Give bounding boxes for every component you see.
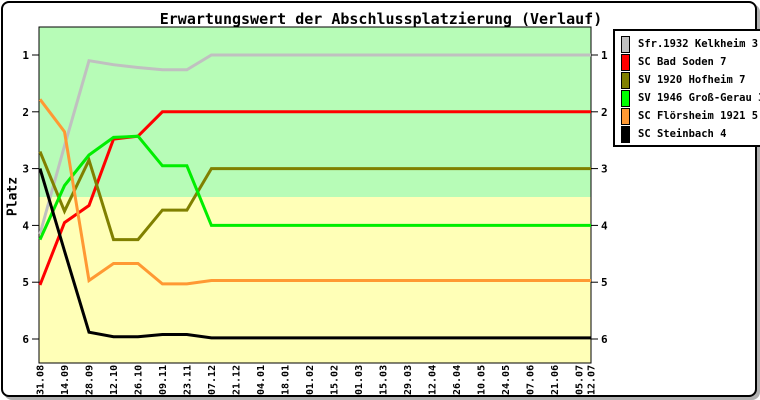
series-line-6 (38, 168, 591, 340)
x-tick-label: 07.06 (525, 365, 536, 395)
x-tick-label: 18.01 (280, 365, 291, 395)
legend-item-4: SV 1946 Groß-Gerau 3 (621, 89, 760, 107)
x-tick-label: 29.03 (403, 365, 414, 395)
y-tick-label-right: 2 (601, 106, 608, 119)
x-tick-label: 05.07 (574, 365, 585, 395)
series-line-1 (38, 53, 591, 235)
series-line-3 (38, 151, 591, 242)
x-tick-label: 26.10 (133, 365, 144, 395)
x-tick-label: 10.05 (476, 365, 487, 395)
y-tick-label-left: 1 (22, 49, 29, 62)
series-line-4 (38, 134, 591, 241)
legend-item-label: Sfr.1932 Kelkheim 3 (638, 38, 759, 50)
x-tick-label: 26.04 (452, 365, 463, 395)
x-tick-label: 04.01 (256, 365, 267, 395)
x-tick-label: 21.12 (231, 365, 242, 395)
y-tick-label-right: 5 (601, 276, 608, 289)
legend-swatch-icon (621, 35, 630, 53)
legend-swatch-icon (621, 89, 630, 107)
x-tick-label: 01.02 (305, 365, 316, 395)
y-tick-label-left: 6 (22, 333, 29, 346)
legend-item-5: SC Flörsheim 1921 5 (621, 107, 760, 125)
legend-item-label: SC Bad Soden 7 (638, 56, 727, 68)
x-tick-label: 12.10 (109, 365, 120, 395)
y-tick-label-right: 1 (601, 49, 608, 62)
plot-area: 1 1 2 2 3 3 4 4 5 5 6 6 31.08 14.09 28.09 12.10 26.10 09.… (22, 26, 608, 395)
legend-item-6: SC Steinbach 4 (621, 125, 760, 143)
x-tick-label: 15.03 (378, 365, 389, 395)
legend-swatch-icon (621, 107, 630, 125)
legend-item-2: SC Bad Soden 7 (621, 53, 760, 71)
legend-item-label: SV 1946 Groß-Gerau 3 (638, 92, 760, 104)
legend-item-3: SV 1920 Hofheim 7 (621, 71, 760, 89)
legend-item-label: SC Steinbach 4 (638, 128, 727, 140)
x-tick-label: 28.09 (84, 365, 95, 395)
y-tick-label-right: 6 (601, 333, 608, 346)
legend-swatch-icon (621, 125, 630, 143)
legend-box: Sfr.1932 Kelkheim 3 SC Bad Soden 7 SV 1920… (613, 29, 760, 147)
x-tick-label: 15.02 (329, 365, 340, 395)
x-tick-label: 21.06 (550, 365, 561, 395)
y-tick-label-left: 5 (22, 276, 29, 289)
x-tick-label: 12.04 (427, 365, 438, 395)
x-tick-label: 23.11 (182, 365, 193, 395)
y-tick-label-right: 3 (601, 163, 608, 176)
legend-item-label: SC Flörsheim 1921 5 (638, 110, 759, 122)
chart-title: Erwartungswert der Abschlussplatzierung … (159, 10, 603, 28)
x-tick-label: 31.08 (36, 365, 47, 395)
x-tick-label: 07.12 (207, 365, 218, 395)
legend-swatch-icon (621, 71, 630, 89)
y-tick-label-left: 2 (22, 106, 29, 119)
x-tick-label: 24.05 (501, 365, 512, 395)
series-line-5 (38, 98, 591, 286)
x-tick-label: 01.03 (354, 365, 365, 395)
x-tick-label: 09.11 (158, 365, 169, 395)
x-tick-label: 14.09 (60, 365, 71, 395)
plot-border (38, 26, 592, 364)
legend-item-1: Sfr.1932 Kelkheim 3 (621, 35, 760, 53)
legend-item-label: SV 1920 Hofheim 7 (638, 74, 746, 86)
y-tick-label-right: 4 (601, 219, 608, 232)
legend-swatch-icon (621, 53, 630, 71)
y-tick-label-left: 4 (22, 219, 29, 232)
y-tick-label-left: 3 (22, 163, 29, 176)
x-tick-label: 12.07 (587, 365, 598, 395)
